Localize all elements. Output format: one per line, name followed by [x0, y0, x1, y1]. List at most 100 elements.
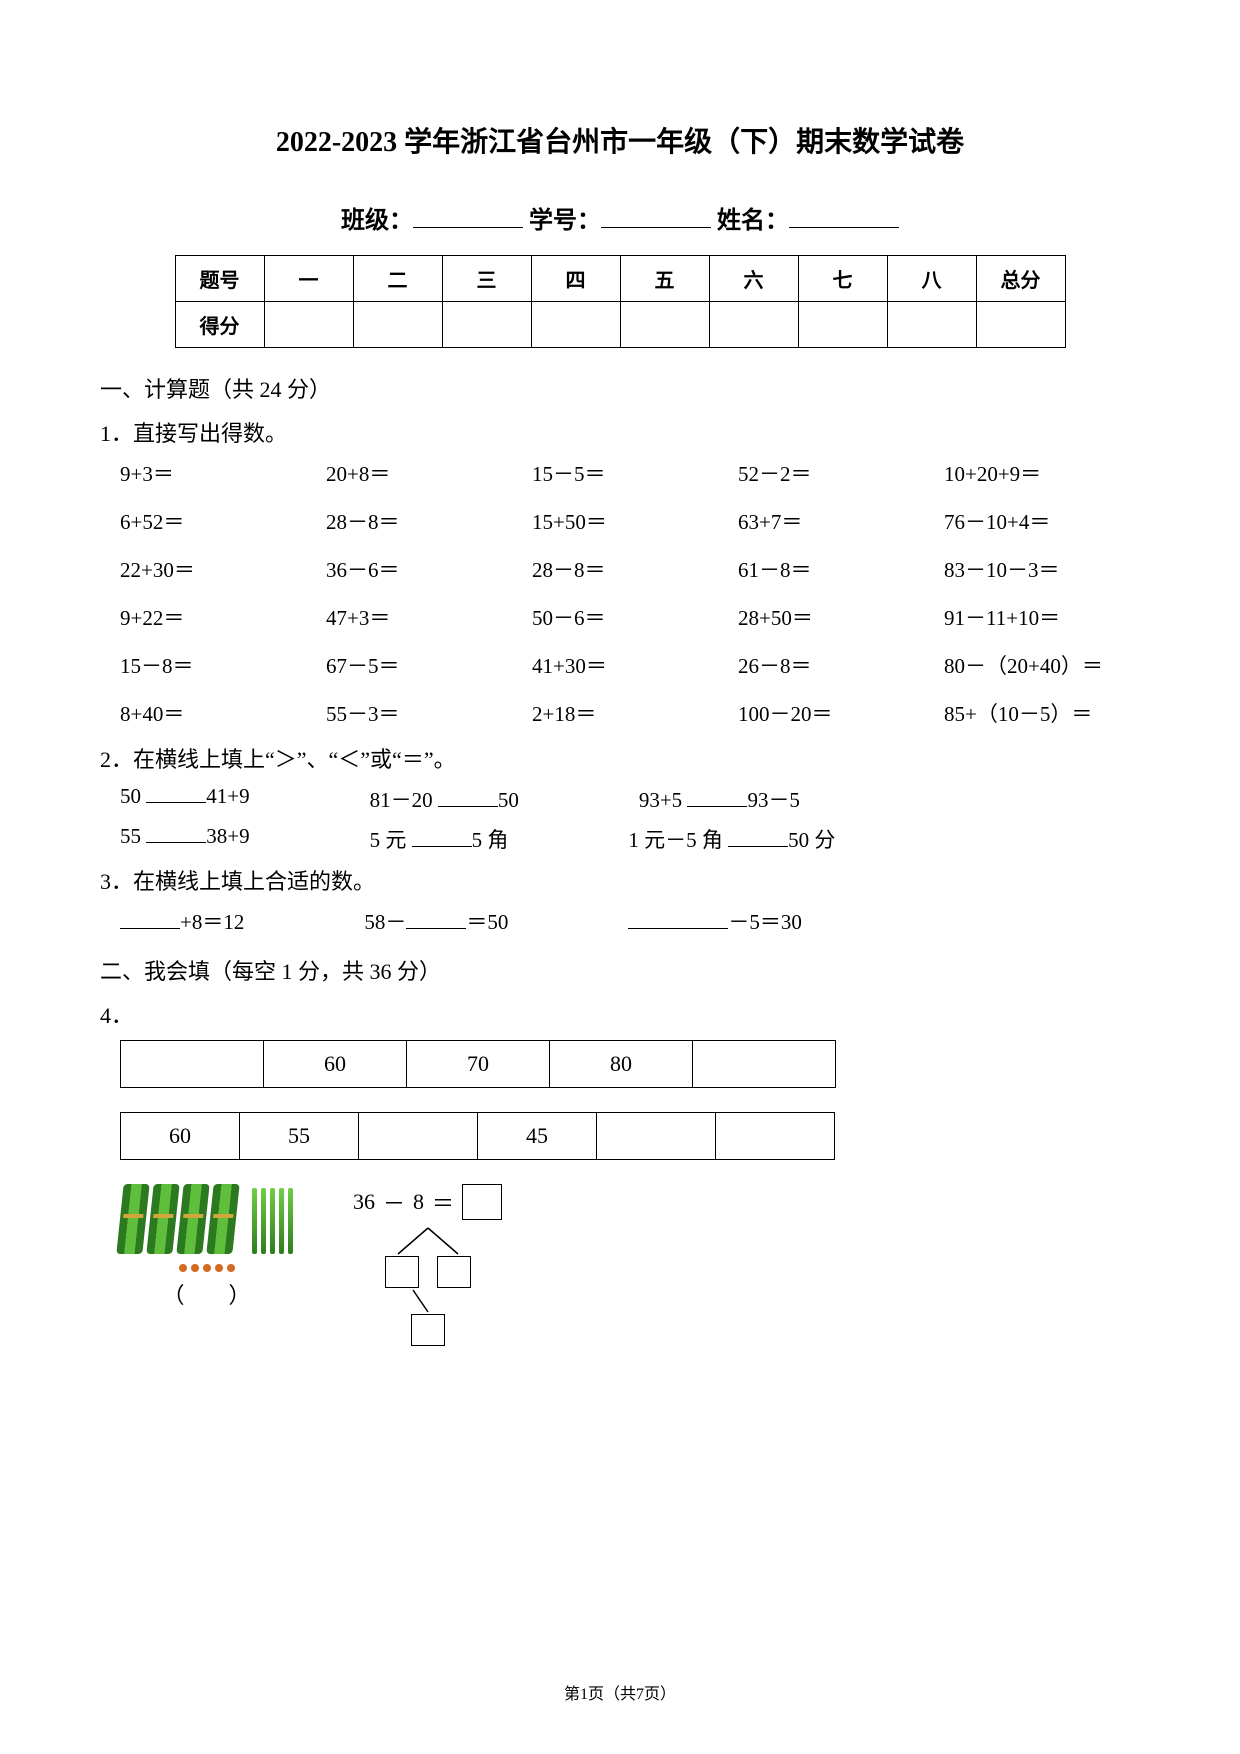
compare-blank[interactable] — [687, 788, 747, 807]
split-box[interactable] — [437, 1256, 471, 1288]
fill-item: －5＝30 — [628, 906, 802, 936]
th: 三 — [442, 256, 531, 302]
score-cell[interactable] — [353, 302, 442, 348]
q3-label: 3．在横线上填上合适的数。 — [100, 864, 1140, 896]
compare-blank[interactable] — [728, 828, 788, 847]
fill-blank[interactable] — [120, 910, 180, 929]
seq-cell[interactable] — [693, 1041, 836, 1088]
equals-sign: ＝ — [432, 1186, 454, 1218]
calc-item: 20+8＝ — [326, 458, 522, 488]
calc-item: 63+7＝ — [738, 506, 934, 536]
subtraction-diagram: 36 － 8 ＝ — [353, 1184, 502, 1346]
calc-item: 61－8＝ — [738, 554, 934, 584]
dot-icon — [191, 1264, 199, 1272]
compare-blank[interactable] — [146, 824, 206, 843]
class-blank[interactable] — [413, 205, 523, 228]
calc-item: 6+52＝ — [120, 506, 316, 536]
score-cell[interactable] — [798, 302, 887, 348]
stick-icon — [252, 1188, 257, 1254]
calc-item: 100－20＝ — [738, 698, 934, 728]
seq-cell: 60 — [121, 1113, 240, 1160]
student-info: 班级： 学号： 姓名： — [100, 200, 1140, 235]
table-row: 得分 — [175, 302, 1065, 348]
eq-rhs: 8 — [413, 1189, 424, 1215]
compare-blank[interactable] — [412, 828, 472, 847]
calc-item: 28+50＝ — [738, 602, 934, 632]
compare-blank[interactable] — [438, 788, 498, 807]
bundle-icon — [176, 1184, 209, 1254]
calc-item: 9+22＝ — [120, 602, 316, 632]
sequence-table-1: 60 70 80 — [120, 1040, 836, 1088]
calc-item: 15+50＝ — [532, 506, 728, 536]
th: 七 — [798, 256, 887, 302]
score-cell[interactable] — [709, 302, 798, 348]
calc-item: 47+3＝ — [326, 602, 522, 632]
dot-icon — [215, 1264, 223, 1272]
calc-item: 26－8＝ — [738, 650, 934, 680]
result-box[interactable] — [411, 1314, 445, 1346]
row-label: 得分 — [175, 302, 264, 348]
eq-lhs: 36 — [353, 1189, 375, 1215]
id-blank[interactable] — [601, 205, 711, 228]
q1-label: 1．直接写出得数。 — [100, 416, 1140, 448]
sequence-table-2: 60 55 45 — [120, 1112, 835, 1160]
compare-blank[interactable] — [146, 784, 206, 803]
split-box[interactable] — [385, 1256, 419, 1288]
calc-item: 85+（10－5）＝ — [944, 698, 1140, 728]
name-blank[interactable] — [789, 205, 899, 228]
calc-item: 52－2＝ — [738, 458, 934, 488]
compare-item: 55 38+9 — [120, 824, 250, 854]
bundle-icon — [116, 1184, 149, 1254]
table-row: 60 70 80 — [121, 1041, 836, 1088]
seq-cell[interactable] — [359, 1113, 478, 1160]
seq-cell[interactable] — [121, 1041, 264, 1088]
seq-cell: 45 — [478, 1113, 597, 1160]
score-cell[interactable] — [976, 302, 1065, 348]
calc-item: 15－8＝ — [120, 650, 316, 680]
page-footer: 第1页（共7页） — [0, 1680, 1240, 1704]
class-label: 班级： — [341, 208, 413, 234]
calc-item: 22+30＝ — [120, 554, 316, 584]
score-cell[interactable] — [264, 302, 353, 348]
name-label: 姓名： — [717, 208, 789, 234]
fill-blank[interactable] — [406, 910, 466, 929]
page-title: 2022-2023 学年浙江省台州市一年级（下）期末数学试卷 — [100, 120, 1140, 160]
score-cell[interactable] — [442, 302, 531, 348]
compare-item: 93+5 93－5 — [639, 784, 800, 814]
calc-grid: 9+3＝20+8＝15－5＝52－2＝10+20+9＝6+52＝28－8＝15+… — [120, 458, 1140, 728]
section-1-header: 一、计算题（共 24 分） — [100, 372, 1140, 404]
th: 五 — [620, 256, 709, 302]
score-cell[interactable] — [887, 302, 976, 348]
compare-item: 81－20 50 — [370, 784, 519, 814]
seq-cell[interactable] — [597, 1113, 716, 1160]
count-paren[interactable]: （ ） — [162, 1278, 250, 1310]
dot-icon — [179, 1264, 187, 1272]
counting-sticks-figure: （ ） — [120, 1184, 293, 1310]
dot-icon — [227, 1264, 235, 1272]
seq-cell[interactable] — [716, 1113, 835, 1160]
fill-blank[interactable] — [628, 910, 728, 929]
stick-icon — [279, 1188, 284, 1254]
score-cell[interactable] — [620, 302, 709, 348]
calc-item: 76－10+4＝ — [944, 506, 1140, 536]
fill-item: +8＝12 — [120, 906, 244, 936]
minus-sign: － — [383, 1186, 405, 1218]
stick-icon — [270, 1188, 275, 1254]
q4-label: 4． — [100, 998, 1140, 1030]
calc-item: 67－5＝ — [326, 650, 522, 680]
seq-cell: 80 — [550, 1041, 693, 1088]
table-row: 题号 一 二 三 四 五 六 七 八 总分 — [175, 256, 1065, 302]
calc-item: 15－5＝ — [532, 458, 728, 488]
stick-icon — [288, 1188, 293, 1254]
calc-item: 80－（20+40）＝ — [944, 650, 1140, 680]
calc-item: 28－8＝ — [326, 506, 522, 536]
calc-item: 55－3＝ — [326, 698, 522, 728]
calc-item: 83－10－3＝ — [944, 554, 1140, 584]
bundle-icon — [206, 1184, 239, 1254]
calc-item: 36－6＝ — [326, 554, 522, 584]
answer-box[interactable] — [462, 1184, 502, 1220]
compare-item: 1 元－5 角 50 分 — [628, 824, 835, 854]
q3-row: +8＝1258－＝50－5＝30 — [120, 906, 1140, 936]
th: 六 — [709, 256, 798, 302]
score-cell[interactable] — [531, 302, 620, 348]
